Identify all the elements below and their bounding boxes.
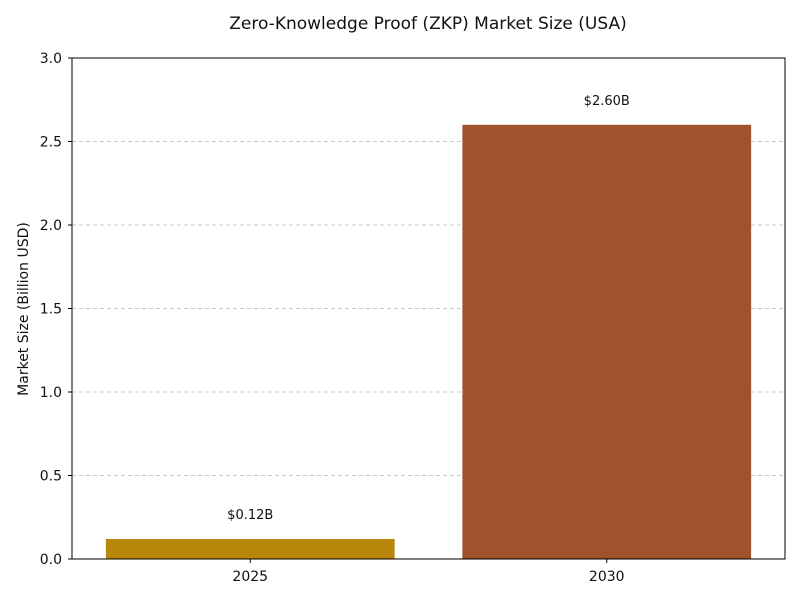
y-tick-label: 1.0 bbox=[40, 385, 62, 401]
y-tick-label: 1.5 bbox=[40, 302, 62, 318]
chart-title: Zero-Knowledge Proof (ZKP) Market Size (… bbox=[229, 14, 626, 34]
x-tick-label: 2030 bbox=[589, 569, 625, 585]
data-label: $0.12B bbox=[227, 508, 273, 523]
bar-2025 bbox=[105, 538, 395, 559]
y-tick-label: 0.0 bbox=[40, 552, 62, 568]
y-tick-label: 3.0 bbox=[40, 51, 62, 67]
y-tick-label: 2.5 bbox=[40, 135, 62, 151]
y-axis-ticks: 0.0 0.5 1.0 1.5 2.0 2.5 3.0 bbox=[40, 51, 72, 568]
x-axis-ticks: 2025 2030 bbox=[232, 559, 625, 585]
data-label: $2.60B bbox=[584, 94, 630, 109]
y-tick-label: 2.0 bbox=[40, 218, 62, 234]
y-axis-label: Market Size (Billion USD) bbox=[16, 222, 32, 396]
y-tick-label: 0.5 bbox=[40, 469, 62, 485]
bar-2030 bbox=[462, 124, 752, 560]
data-labels: $0.12B $2.60B bbox=[227, 94, 630, 523]
x-tick-label: 2025 bbox=[232, 569, 268, 585]
bars bbox=[105, 124, 752, 560]
